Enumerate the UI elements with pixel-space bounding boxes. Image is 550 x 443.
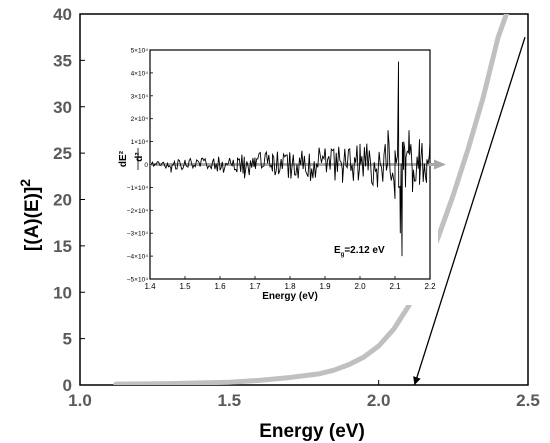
y-tick-label: 15 [53, 237, 72, 256]
y-tick-label: 20 [53, 191, 72, 210]
inset-y-tick-label: 4×10⁴ [131, 70, 149, 77]
inset-y-tick-label: 0 [144, 162, 148, 169]
inset-y-tick-label: 5×10⁴ [131, 48, 149, 55]
absorption-curve [113, 14, 510, 385]
inset-x-tick-label: 1.6 [214, 282, 226, 291]
inset-zero-arrow-head [434, 159, 446, 170]
inset-y-tick-label: −4×10⁴ [127, 254, 148, 261]
inset-x-tick-label: 1.8 [284, 282, 296, 291]
inset-x-tick-label: 1.5 [179, 282, 191, 291]
inset-derivative-trace [150, 61, 430, 257]
inset-y-tick-label: 1×10⁴ [131, 139, 149, 146]
inset-x-tick-label: 1.9 [319, 282, 331, 291]
y-tick-label: 25 [53, 144, 72, 163]
y-axis-label-text: [(A)(E)] [22, 187, 43, 251]
x-tick-label: 2.0 [367, 391, 391, 410]
tangent-arrow [413, 36, 526, 386]
y-axis-label-superscript: 2 [17, 179, 33, 187]
inset-y-tick-label: −5×10⁴ [127, 277, 148, 284]
y-tick-label: 5 [63, 330, 72, 349]
inset-y-tick-label: −2×10⁴ [127, 208, 148, 215]
y-tick-label: 10 [53, 283, 72, 302]
inset-y-tick-label: 2×10⁴ [131, 116, 149, 123]
y-tick-label: 0 [63, 376, 72, 395]
inset-y-label-denominator: dE² [118, 150, 129, 167]
eg-annotation-subscript: g [341, 252, 345, 258]
y-tick-label: 30 [53, 98, 72, 117]
inset-y-tick-label: −1×10⁴ [127, 185, 148, 192]
x-tick-label: 1.0 [68, 391, 92, 410]
inset-x-tick-label: 1.4 [144, 282, 156, 291]
y-axis-label: [(A)(E)]2 [17, 179, 43, 251]
inset-background [128, 44, 438, 305]
eg-annotation-text: E [334, 245, 341, 256]
inset-x-tick-label: 2.2 [424, 282, 436, 291]
inset-x-tick-label: 1.7 [249, 282, 261, 291]
y-tick-label: 35 [53, 51, 72, 70]
inset-x-axis-label: Energy (eV) [262, 291, 318, 302]
y-tick-label: 40 [53, 5, 72, 24]
inset-y-tick-label: −3×10⁴ [127, 231, 148, 238]
x-tick-label: 2.5 [516, 391, 540, 410]
inset-x-tick-label: 2.1 [389, 282, 401, 291]
inset-y-label-numerator: d² [134, 152, 145, 162]
eg-annotation-value: =2.12 eV [344, 245, 385, 256]
inset-y-tick-label: 3×10⁴ [131, 93, 149, 100]
x-tick-label: 1.5 [218, 391, 242, 410]
inset-x-tick-label: 2.0 [354, 282, 366, 291]
eg-annotation: Eg=2.12 eV [334, 245, 385, 258]
x-axis-label: Energy (eV) [259, 421, 365, 442]
